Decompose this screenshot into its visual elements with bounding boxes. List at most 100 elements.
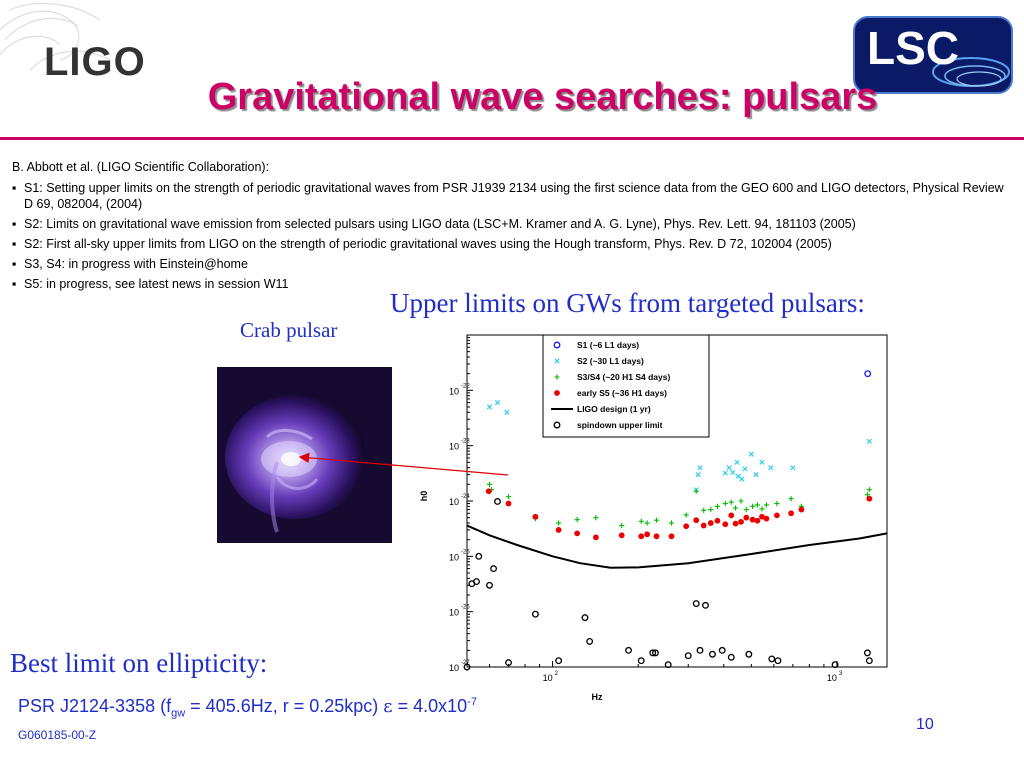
data-point-series-5 xyxy=(865,657,873,665)
data-point-series-2 xyxy=(749,503,756,509)
data-point-series-2 xyxy=(866,487,872,493)
data-point-series-3 xyxy=(866,495,873,502)
list-item: ▪ S2: Limits on gravitational wave emissi… xyxy=(12,217,856,231)
data-point-series-2 xyxy=(505,494,512,500)
y-tick-label: 10 xyxy=(449,497,459,507)
lsc-logo: LSC xyxy=(853,16,1013,94)
data-point-series-3 xyxy=(693,517,700,524)
data-point-series-0 xyxy=(864,370,872,378)
data-point-series-2 xyxy=(638,518,644,524)
data-point-series-2 xyxy=(668,520,675,526)
data-point-series-2 xyxy=(556,520,562,526)
y-tick-label: 10 xyxy=(449,442,459,452)
data-point-series-5 xyxy=(727,653,735,661)
data-point-series-5 xyxy=(625,646,633,654)
data-point-series-5 xyxy=(709,650,716,658)
data-point-series-5 xyxy=(490,565,498,573)
upper-limits-heading: Upper limits on GWs from targeted pulsar… xyxy=(390,288,865,318)
data-point-series-3 xyxy=(728,512,735,519)
data-point-series-1 xyxy=(722,470,728,476)
data-point-series-3 xyxy=(738,518,744,525)
data-point-series-5 xyxy=(718,646,726,654)
data-point-series-1 xyxy=(735,473,741,479)
data-point-series-3 xyxy=(700,522,707,529)
data-point-series-1 xyxy=(759,459,765,465)
data-point-series-1 xyxy=(742,466,748,472)
data-point-series-2 xyxy=(759,506,765,512)
data-point-series-5 xyxy=(774,657,782,665)
data-point-series-2 xyxy=(788,496,794,502)
document-id: G060185-00-Z xyxy=(18,728,97,742)
data-point-series-2 xyxy=(774,500,780,507)
data-point-series-5 xyxy=(664,661,672,669)
legend-label: spindown upper limit xyxy=(577,420,663,430)
data-point-series-1 xyxy=(486,404,493,410)
y-tick-exponent: -24 xyxy=(461,494,470,500)
y-tick-label: 10 xyxy=(449,608,459,618)
data-point-series-2 xyxy=(701,507,707,513)
data-point-series-3 xyxy=(714,517,721,524)
data-point-series-5 xyxy=(831,661,839,669)
data-point-series-3 xyxy=(574,530,581,537)
data-point-series-2 xyxy=(728,499,734,505)
data-point-series-5 xyxy=(684,652,692,660)
list-item: ▪ S2: First all-sky upper limits from LIG… xyxy=(12,237,832,251)
ligo-design-curve xyxy=(466,524,888,569)
page-number: 10 xyxy=(916,716,934,733)
data-point-series-2 xyxy=(574,517,580,523)
page-title: Gravitational wave searches: pulsars xyxy=(207,76,878,118)
data-point-series-5 xyxy=(473,578,480,586)
data-point-series-2 xyxy=(593,515,599,521)
data-point-series-5 xyxy=(475,552,483,560)
list-item: ▪ S1: Setting upper limits on the strengt… xyxy=(12,181,1004,211)
data-point-series-2 xyxy=(738,498,744,504)
data-point-series-1 xyxy=(697,465,703,471)
data-point-series-5 xyxy=(863,649,871,657)
data-point-series-3 xyxy=(683,523,690,530)
legend-label: early S5 (~36 H1 days) xyxy=(577,388,667,398)
legend-swatch xyxy=(553,341,561,349)
data-point-series-3 xyxy=(644,531,651,538)
ligo-logo: LIGO xyxy=(44,40,146,84)
data-point-series-2 xyxy=(653,517,660,523)
data-point-series-5 xyxy=(505,659,512,667)
x-tick-exponent: 3 xyxy=(839,671,843,677)
ellipticity-result: PSR J2124-3358 (fgw = 405.6Hz, r = 0.25k… xyxy=(18,696,477,720)
x-tick-exponent: 2 xyxy=(555,671,559,677)
data-point-series-2 xyxy=(693,488,699,494)
data-point-series-3 xyxy=(555,527,562,533)
y-tick-exponent: -25 xyxy=(461,549,470,555)
data-point-series-5 xyxy=(649,649,657,657)
data-point-series-5 xyxy=(768,655,776,663)
y-tick-exponent: -27 xyxy=(461,660,470,666)
data-point-series-3 xyxy=(788,510,795,517)
data-point-series-3 xyxy=(759,513,765,520)
legend-label: LIGO design (1 yr) xyxy=(577,404,651,414)
background-swirl xyxy=(0,2,111,71)
reference-authors: B. Abbott et al. (LIGO Scientific Collab… xyxy=(12,160,270,174)
data-point-series-2 xyxy=(486,481,493,487)
data-point-series-5 xyxy=(637,657,645,665)
data-point-series-3 xyxy=(722,521,729,528)
data-point-series-3 xyxy=(732,520,739,527)
y-tick-label: 10 xyxy=(449,552,459,562)
data-point-series-2 xyxy=(864,492,871,498)
data-point-series-3 xyxy=(668,533,675,540)
y-tick-exponent: -26 xyxy=(461,605,470,611)
data-point-series-5 xyxy=(463,663,471,671)
data-point-series-3 xyxy=(774,512,780,519)
data-point-series-3 xyxy=(532,513,539,520)
data-point-series-1 xyxy=(739,476,745,482)
data-point-series-1 xyxy=(730,469,736,475)
data-point-series-5 xyxy=(702,601,709,609)
data-point-series-1 xyxy=(748,451,754,457)
crab-pulsar-image xyxy=(217,367,392,543)
data-point-series-3 xyxy=(763,515,770,522)
best-limit-heading: Best limit on ellipticity: xyxy=(10,648,268,678)
y-tick-label: 10 xyxy=(449,386,459,396)
legend-swatch xyxy=(554,374,560,380)
data-point-series-3 xyxy=(798,506,805,513)
data-point-series-5 xyxy=(692,600,700,608)
y-tick-exponent: -22 xyxy=(461,383,470,389)
